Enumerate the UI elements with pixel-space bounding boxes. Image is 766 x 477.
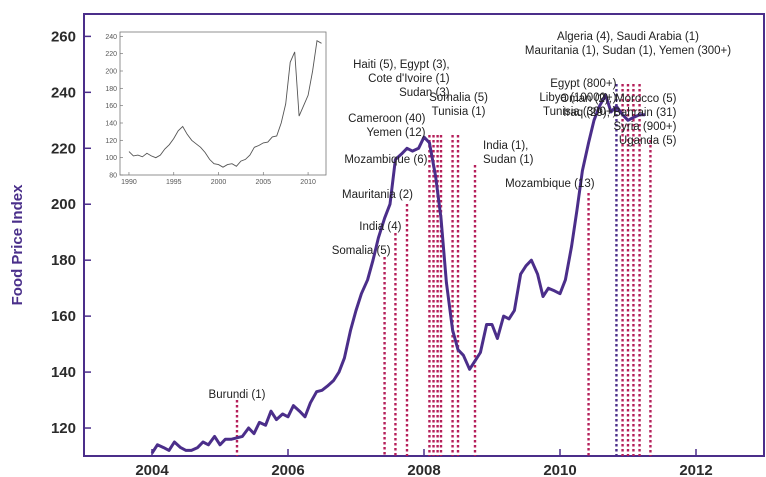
event-label: India (1),: [483, 140, 528, 152]
event-label: Algeria (4), Saudi Arabia (1): [557, 31, 699, 43]
y-axis-ticks: 120 140 160 180 200 220 240 260: [51, 28, 91, 437]
y-tick-label: 120: [51, 420, 76, 437]
y-tick-label: 200: [51, 196, 76, 213]
event-label: Cameroon (40): [348, 113, 426, 125]
event-label: Mozambique (13): [505, 178, 595, 190]
y-tick-label: 140: [51, 364, 76, 381]
inset-x-tick-label: 2005: [256, 179, 272, 186]
inset-y-tick-label: 100: [105, 155, 117, 162]
x-axis-ticks: 2004 2006 2008 2010 2012: [135, 449, 713, 477]
inset-y-tick-label: 120: [105, 138, 117, 145]
inset-x-tick-label: 2000: [211, 179, 227, 186]
event-label: Syria (900+): [613, 121, 676, 133]
y-axis-label: Food Price Index: [9, 184, 26, 306]
inset-x-tick-label: 2010: [300, 179, 316, 186]
event-label: Oman (2), Morocco (5): [560, 93, 676, 105]
event-label: Mozambique (6): [344, 154, 427, 166]
main-chart: 2004 2006 2008 2010 2012 120 140 160 180 200 220 2…: [51, 13, 765, 477]
inset-y-tick-label: 180: [105, 86, 117, 93]
y-tick-label: 220: [51, 140, 76, 157]
event-label: Somalia (5): [332, 245, 391, 257]
event-labels: Burundi (1) Somalia (5) India (4) Mauritani…: [209, 31, 732, 401]
event-label: Uganda (5): [619, 135, 677, 147]
inset-chart: 1990 1995 2000 2005 2010 80 100 120 140 160 180 200…: [105, 31, 327, 186]
event-label: Burundi (1): [209, 389, 266, 401]
event-label: Yemen (12): [366, 127, 425, 139]
y-tick-label: 160: [51, 308, 76, 325]
x-tick-label: 2012: [679, 462, 712, 477]
event-label: Mauritania (1), Sudan (1), Yemen (300+): [525, 45, 731, 57]
x-tick-label: 2004: [135, 462, 169, 477]
event-label: Libya (10000+): [539, 92, 616, 104]
inset-y-tick-label: 200: [105, 69, 117, 76]
inset-y-tick-label: 140: [105, 121, 117, 128]
event-label: Sudan (3): [399, 87, 450, 99]
event-label: Tunisia (1): [432, 106, 486, 118]
inset-frame: [119, 31, 327, 176]
event-label: Iraq (29), Bahrain (31): [563, 107, 676, 119]
x-tick-label: 2010: [543, 462, 576, 477]
event-label: Mauritania (2): [342, 189, 413, 201]
event-label: India (4): [359, 221, 401, 233]
inset-x-tick-label: 1995: [166, 179, 182, 186]
inset-axis-ticks: 1990 1995 2000 2005 2010 80 100 120 140 160 180 200…: [105, 34, 316, 186]
inset-y-tick-label: 220: [105, 51, 117, 58]
x-tick-label: 2008: [407, 462, 440, 477]
inset-y-tick-label: 240: [105, 34, 117, 41]
inset-price-line: [128, 39, 322, 168]
event-markers: [235, 84, 652, 456]
inset-y-tick-label: 80: [109, 173, 117, 180]
event-label: Cote d'Ivoire (1): [368, 73, 450, 85]
food-price-line: [150, 93, 645, 455]
y-tick-label: 180: [51, 252, 76, 269]
event-label: Somalia (5): [429, 92, 488, 104]
inset-y-tick-label: 160: [105, 103, 117, 110]
y-tick-label: 240: [51, 84, 76, 101]
x-tick-label: 2006: [271, 462, 304, 477]
event-label: Egypt (800+): [550, 78, 616, 90]
event-label: Haiti (5), Egypt (3),: [353, 59, 450, 71]
event-label: Sudan (1): [483, 154, 534, 166]
y-tick-label: 260: [51, 28, 76, 45]
event-label: Tunisia (300+): [543, 106, 617, 118]
inset-x-tick-label: 1990: [121, 179, 137, 186]
